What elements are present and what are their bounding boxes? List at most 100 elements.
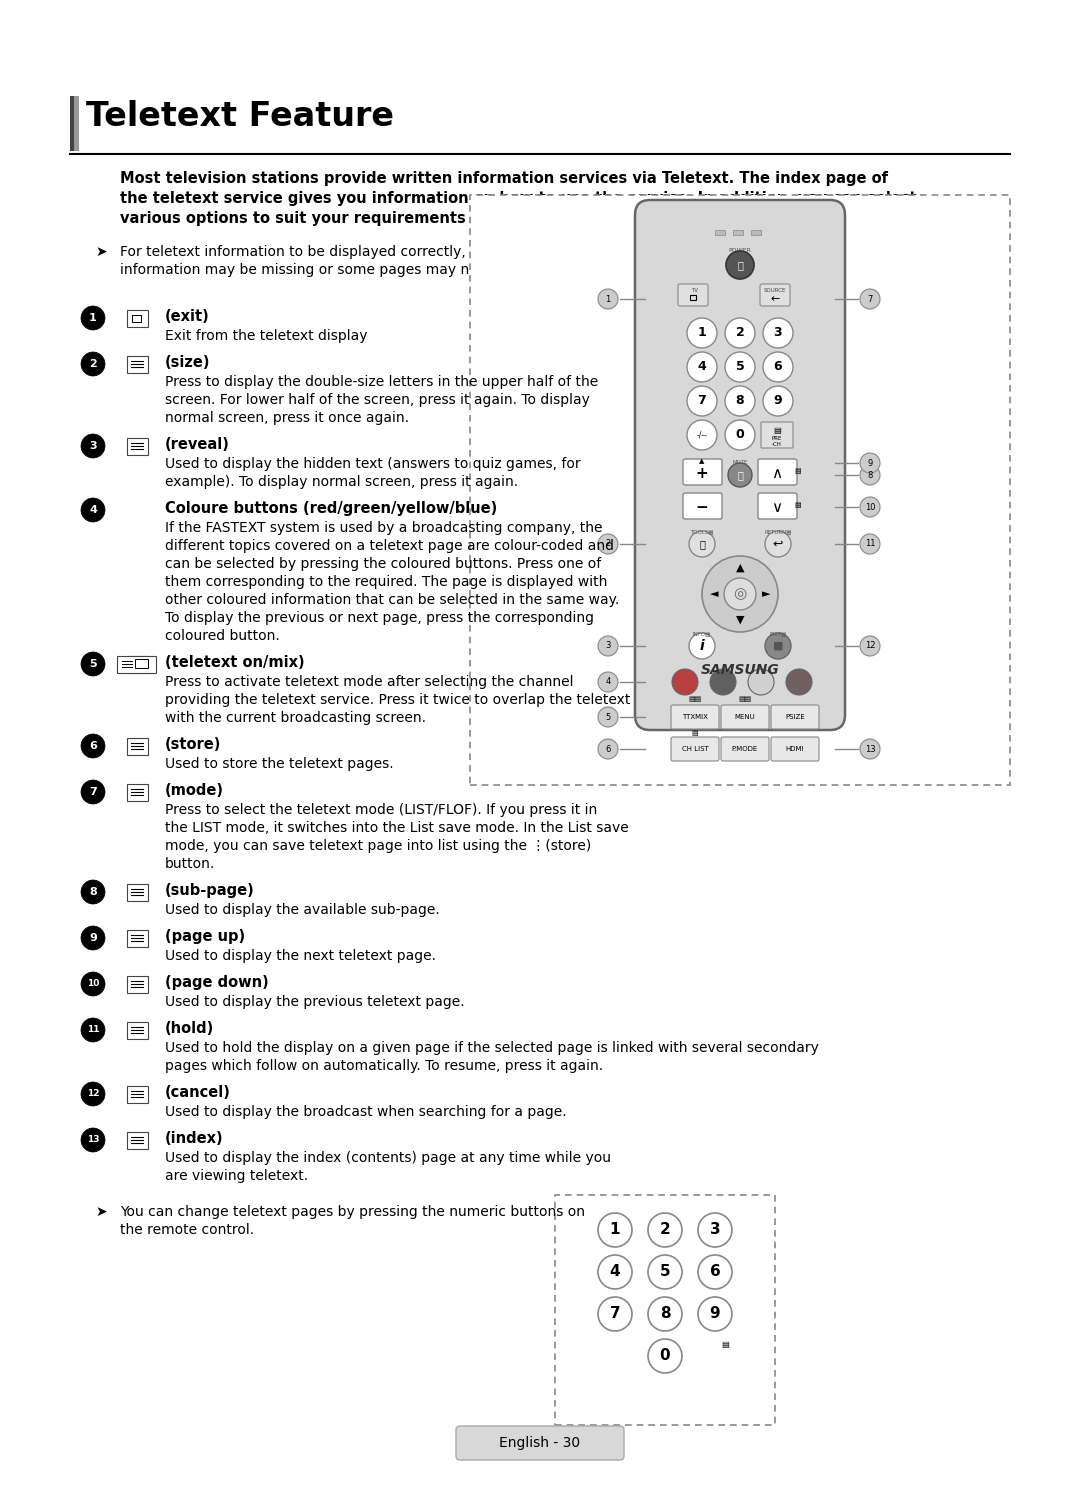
FancyBboxPatch shape <box>117 655 156 673</box>
Circle shape <box>81 1018 105 1042</box>
Circle shape <box>726 251 754 279</box>
Text: 8: 8 <box>90 887 97 898</box>
Text: the LIST mode, it switches into the List save mode. In the List save: the LIST mode, it switches into the List… <box>165 820 629 835</box>
Text: +: + <box>696 465 708 480</box>
Text: ▤: ▤ <box>691 730 699 736</box>
Text: -CH: -CH <box>772 443 782 447</box>
Text: 7: 7 <box>698 394 706 407</box>
Text: (teletext on/mix): (teletext on/mix) <box>165 655 305 670</box>
Text: the teletext service gives you information on how to use the service. In additio: the teletext service gives you informati… <box>120 192 917 207</box>
FancyBboxPatch shape <box>126 1021 148 1039</box>
Text: ◎: ◎ <box>733 587 746 602</box>
Circle shape <box>860 636 880 655</box>
Circle shape <box>689 531 715 557</box>
Text: (index): (index) <box>165 1131 224 1146</box>
Circle shape <box>81 734 105 758</box>
Text: ∨: ∨ <box>771 499 783 514</box>
Circle shape <box>762 386 793 416</box>
Text: -/--: -/-- <box>697 431 707 440</box>
Text: ►: ► <box>761 588 770 599</box>
Text: 8: 8 <box>867 471 873 480</box>
Text: 9: 9 <box>773 394 782 407</box>
Text: HDMI: HDMI <box>786 746 805 752</box>
Text: 🔧: 🔧 <box>699 539 705 548</box>
Circle shape <box>81 1082 105 1106</box>
Text: 6: 6 <box>773 361 782 373</box>
Circle shape <box>598 533 618 554</box>
Bar <box>75 97 79 152</box>
Text: 🔇: 🔇 <box>737 470 743 480</box>
Text: can be selected by pressing the coloured buttons. Press one of: can be selected by pressing the coloured… <box>165 557 602 571</box>
FancyBboxPatch shape <box>126 655 148 673</box>
Text: ▲: ▲ <box>735 563 744 574</box>
Bar <box>132 315 141 322</box>
Text: Press to select the teletext mode (LIST/FLOF). If you press it in: Press to select the teletext mode (LIST/… <box>165 802 597 817</box>
Text: EXIT▤: EXIT▤ <box>769 632 786 636</box>
Text: Used to display the hidden text (answers to quiz games, for: Used to display the hidden text (answers… <box>165 458 581 471</box>
Text: 12: 12 <box>865 642 875 651</box>
FancyBboxPatch shape <box>671 704 719 730</box>
Text: pages which follow on automatically. To resume, press it again.: pages which follow on automatically. To … <box>165 1060 603 1073</box>
Text: ←: ← <box>770 294 780 305</box>
FancyBboxPatch shape <box>721 704 769 730</box>
FancyBboxPatch shape <box>721 737 769 761</box>
Text: ➤: ➤ <box>95 1205 107 1219</box>
Text: normal screen, press it once again.: normal screen, press it once again. <box>165 412 409 425</box>
Text: For teletext information to be displayed correctly, channel reception must be st: For teletext information to be displayed… <box>120 245 786 259</box>
Text: (store): (store) <box>165 737 221 752</box>
Circle shape <box>762 318 793 348</box>
Text: 5: 5 <box>660 1265 671 1279</box>
Circle shape <box>860 496 880 517</box>
Text: (sub-page): (sub-page) <box>165 883 255 898</box>
Text: 5: 5 <box>735 361 744 373</box>
Text: ➤: ➤ <box>95 245 107 259</box>
Text: Most television stations provide written information services via Teletext. The : Most television stations provide written… <box>120 171 888 186</box>
Text: Coloure buttons (red/green/yellow/blue): Coloure buttons (red/green/yellow/blue) <box>165 501 497 516</box>
Text: ▤▤: ▤▤ <box>688 695 702 701</box>
Text: 11: 11 <box>86 1025 99 1034</box>
Circle shape <box>687 386 717 416</box>
Text: 7: 7 <box>610 1306 620 1321</box>
Text: other coloured information that can be selected in the same way.: other coloured information that can be s… <box>165 593 619 606</box>
Circle shape <box>672 669 698 695</box>
Circle shape <box>765 531 791 557</box>
FancyBboxPatch shape <box>671 737 719 761</box>
Circle shape <box>860 739 880 759</box>
Text: various options to suit your requirements by using the remote control buttons.: various options to suit your requirement… <box>120 211 778 226</box>
Circle shape <box>648 1339 681 1373</box>
Text: 9: 9 <box>710 1306 720 1321</box>
Text: ▤: ▤ <box>795 468 801 474</box>
FancyBboxPatch shape <box>635 201 845 730</box>
Text: mode, you can save teletext page into list using the ⋮(store): mode, you can save teletext page into li… <box>165 840 591 853</box>
Text: MUTE: MUTE <box>732 461 747 465</box>
FancyBboxPatch shape <box>126 1085 148 1103</box>
Text: Used to display the broadcast when searching for a page.: Used to display the broadcast when searc… <box>165 1106 567 1119</box>
Text: information may be missing or some pages may not be displayed.: information may be missing or some pages… <box>120 263 581 276</box>
FancyBboxPatch shape <box>126 884 148 901</box>
Circle shape <box>687 352 717 382</box>
Circle shape <box>710 669 735 695</box>
Text: 9: 9 <box>867 459 873 468</box>
Text: 1: 1 <box>90 314 97 322</box>
Text: 3: 3 <box>710 1223 720 1238</box>
Text: (exit): (exit) <box>165 309 210 324</box>
Text: ▤: ▤ <box>795 502 801 508</box>
Text: (size): (size) <box>165 355 211 370</box>
Circle shape <box>81 498 105 522</box>
Text: ◄: ◄ <box>710 588 718 599</box>
Bar <box>135 658 148 669</box>
Circle shape <box>860 453 880 473</box>
Circle shape <box>725 318 755 348</box>
Text: (mode): (mode) <box>165 783 224 798</box>
Circle shape <box>598 739 618 759</box>
Text: ▲: ▲ <box>700 458 704 464</box>
Text: screen. For lower half of the screen, press it again. To display: screen. For lower half of the screen, pr… <box>165 392 590 407</box>
Text: 3: 3 <box>773 327 782 339</box>
Text: Used to display the index (contents) page at any time while you: Used to display the index (contents) pag… <box>165 1152 611 1165</box>
Text: coloured button.: coloured button. <box>165 629 280 643</box>
Text: 10: 10 <box>86 979 99 988</box>
Text: PSIZE: PSIZE <box>785 713 805 721</box>
Text: SAMSUNG: SAMSUNG <box>701 663 780 678</box>
Circle shape <box>687 421 717 450</box>
Text: CH LIST: CH LIST <box>681 746 708 752</box>
